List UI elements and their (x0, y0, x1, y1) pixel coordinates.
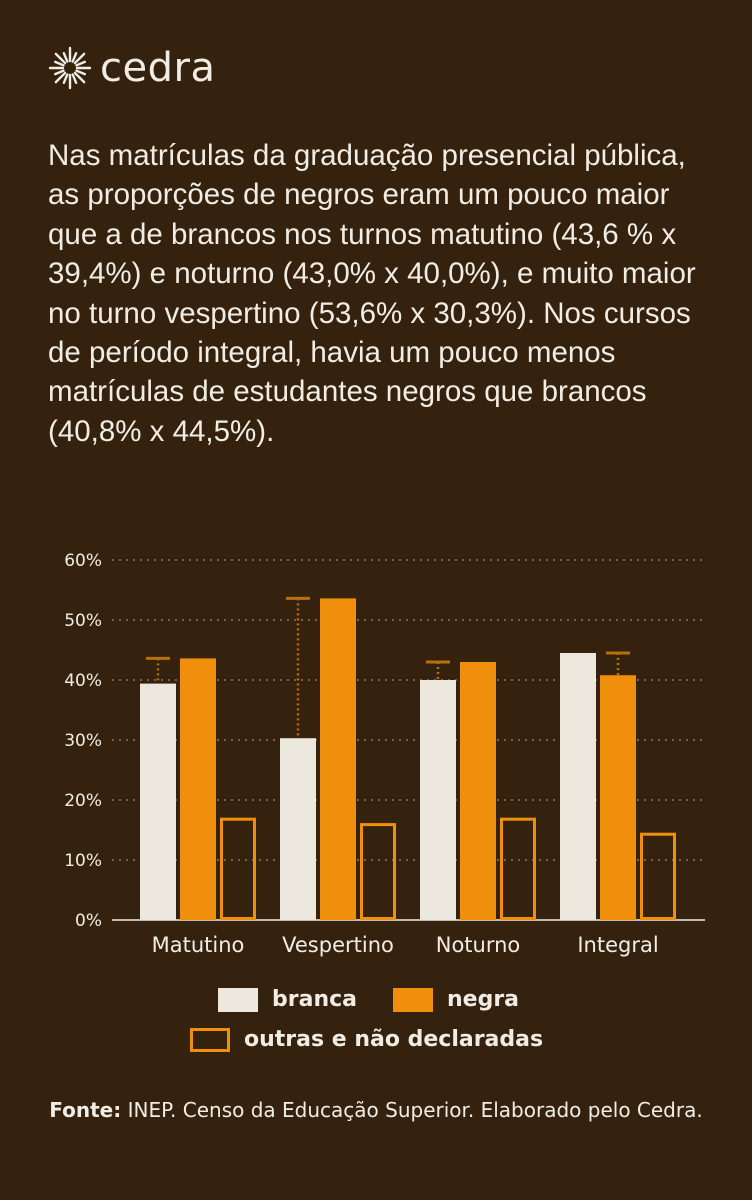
legend-label-branca: branca (272, 987, 357, 1012)
y-tick-label: 30% (64, 731, 102, 751)
bar-branca (140, 683, 176, 920)
bar-negra (600, 675, 636, 920)
bar-chart: 0% 10% 20% 30% 40% 50% 60% Matutino Vespertino N… (64, 551, 705, 957)
brand-name: cedra (100, 45, 216, 91)
bar-negra (320, 598, 356, 920)
legend-swatch-branca (218, 987, 258, 1012)
bar-negra (180, 658, 216, 920)
y-tick-label: 0% (75, 911, 102, 931)
category-label: Vespertino (282, 933, 394, 957)
bar-branca (280, 738, 316, 920)
y-tick-label: 20% (64, 791, 102, 811)
source-note: Fonte: INEP. Censo da Educação Superior.… (40, 1096, 712, 1124)
source-label: Fonte: (49, 1098, 122, 1122)
bar-outras (360, 823, 396, 921)
sun-icon (48, 46, 92, 90)
category-label: Matutino (152, 933, 245, 957)
bar-outras (500, 817, 536, 921)
category-label: Integral (577, 933, 658, 957)
y-tick-label: 40% (64, 671, 102, 691)
legend-swatch-negra (393, 987, 433, 1012)
legend-row-2: outras e não declaradas (190, 1027, 543, 1052)
legend-label-negra: negra (447, 987, 520, 1012)
legend-swatch-outras (190, 1027, 230, 1052)
bar-outras (640, 832, 676, 921)
bar-outras (220, 817, 256, 921)
category-label: Noturno (436, 933, 521, 957)
y-tick-label: 10% (64, 851, 102, 871)
brand-logo: cedra (48, 44, 215, 92)
legend-row-1: branca negra (218, 987, 519, 1012)
source-text: INEP. Censo da Educação Superior. Elabor… (121, 1098, 703, 1122)
intro-text: Nas matrículas da graduação presencial p… (48, 139, 696, 448)
bar-negra (460, 662, 496, 920)
legend-label-outras: outras e não declaradas (244, 1027, 544, 1052)
bar-branca (420, 680, 456, 920)
bar-branca (560, 653, 596, 920)
y-tick-label: 60% (64, 551, 102, 571)
y-tick-label: 50% (64, 611, 102, 631)
